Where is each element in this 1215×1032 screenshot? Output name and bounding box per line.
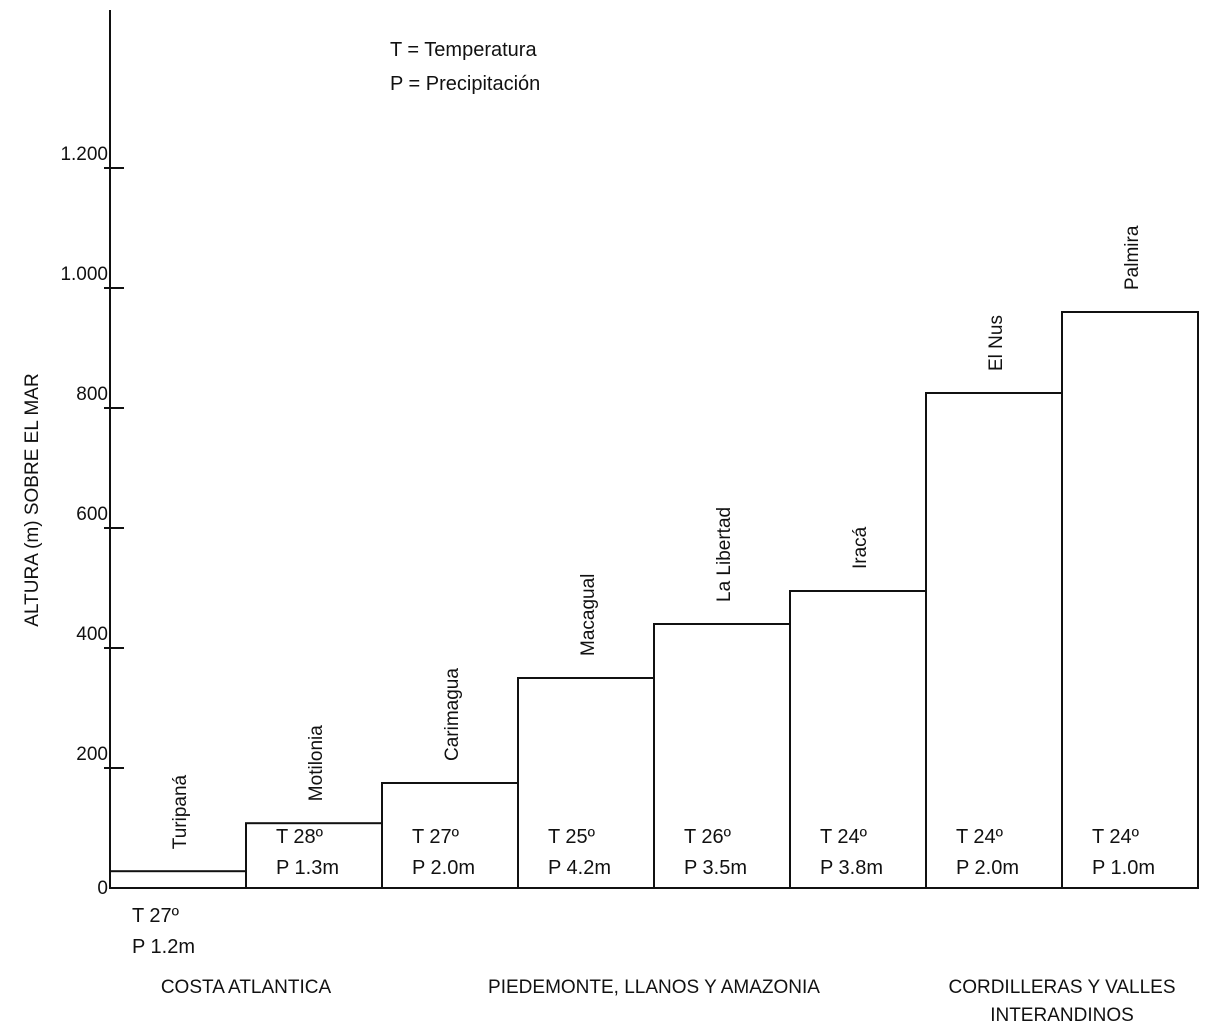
temperature-label: T 25º (548, 826, 596, 848)
y-ticks: 0 200 400 600 800 1.000 1.200 (60, 144, 124, 899)
bar-name-label: Macagual (578, 574, 599, 656)
y-tick-label: 800 (76, 384, 108, 405)
region-label: CORDILLERAS Y VALLES (948, 977, 1175, 998)
bar (1061, 311, 1199, 889)
region-label: INTERANDINOS (990, 1005, 1134, 1026)
bar-name-label: Motilonia (306, 725, 327, 801)
precipitation-label: P 2.0m (412, 857, 475, 879)
legend-precipitation: P = Precipitación (390, 73, 540, 95)
temperature-label: T 24º (820, 826, 868, 848)
y-tick-label: 1.000 (60, 264, 108, 285)
bar (381, 782, 519, 889)
bars: Turipaná T 27º P 1.2m Motilonia T 28º P 1.3m C… (109, 225, 1199, 958)
bar-name-label: Turipaná (170, 774, 191, 849)
precipitation-label: P 1.3m (276, 857, 339, 879)
temperature-label: T 27º (412, 826, 460, 848)
bar-name-label: Iracá (850, 526, 871, 569)
bar (245, 822, 383, 890)
bar-name-label: La Libertad (714, 507, 735, 602)
region-labels: COSTA ATLANTICA PIEDEMONTE, LLANOS Y AMAZ… (161, 977, 1176, 1026)
bar-name-label: Carimagua (442, 668, 463, 761)
region-label: COSTA ATLANTICA (161, 977, 332, 998)
bar (925, 392, 1063, 889)
y-axis-label: ALTURA (m) SOBRE EL MAR (22, 373, 43, 626)
temperature-label: T 27º (132, 905, 180, 927)
y-tick-label: 200 (76, 744, 108, 765)
region-label: PIEDEMONTE, LLANOS Y AMAZONIA (488, 977, 820, 998)
bar (517, 677, 655, 889)
bar (789, 590, 927, 889)
y-tick-label: 1.200 (60, 144, 108, 165)
precipitation-label: P 3.8m (820, 857, 883, 879)
bar-name-label: El Nus (986, 315, 1007, 371)
temperature-label: T 24º (956, 826, 1004, 848)
precipitation-label: P 3.5m (684, 857, 747, 879)
precipitation-label: P 1.0m (1092, 857, 1155, 879)
temperature-label: T 28º (276, 826, 324, 848)
y-tick-label: 600 (76, 504, 108, 525)
bar (109, 870, 247, 890)
y-tick-label: 400 (76, 624, 108, 645)
precipitation-label: P 4.2m (548, 857, 611, 879)
bar-name-label: Palmira (1122, 225, 1143, 290)
temperature-label: T 24º (1092, 826, 1140, 848)
legend-temperature: T = Temperatura (390, 39, 537, 61)
precipitation-label: P 1.2m (132, 936, 195, 958)
precipitation-label: P 2.0m (956, 857, 1019, 879)
temperature-label: T 26º (684, 826, 732, 848)
y-tick-label: 0 (97, 878, 108, 899)
bar (653, 623, 791, 889)
